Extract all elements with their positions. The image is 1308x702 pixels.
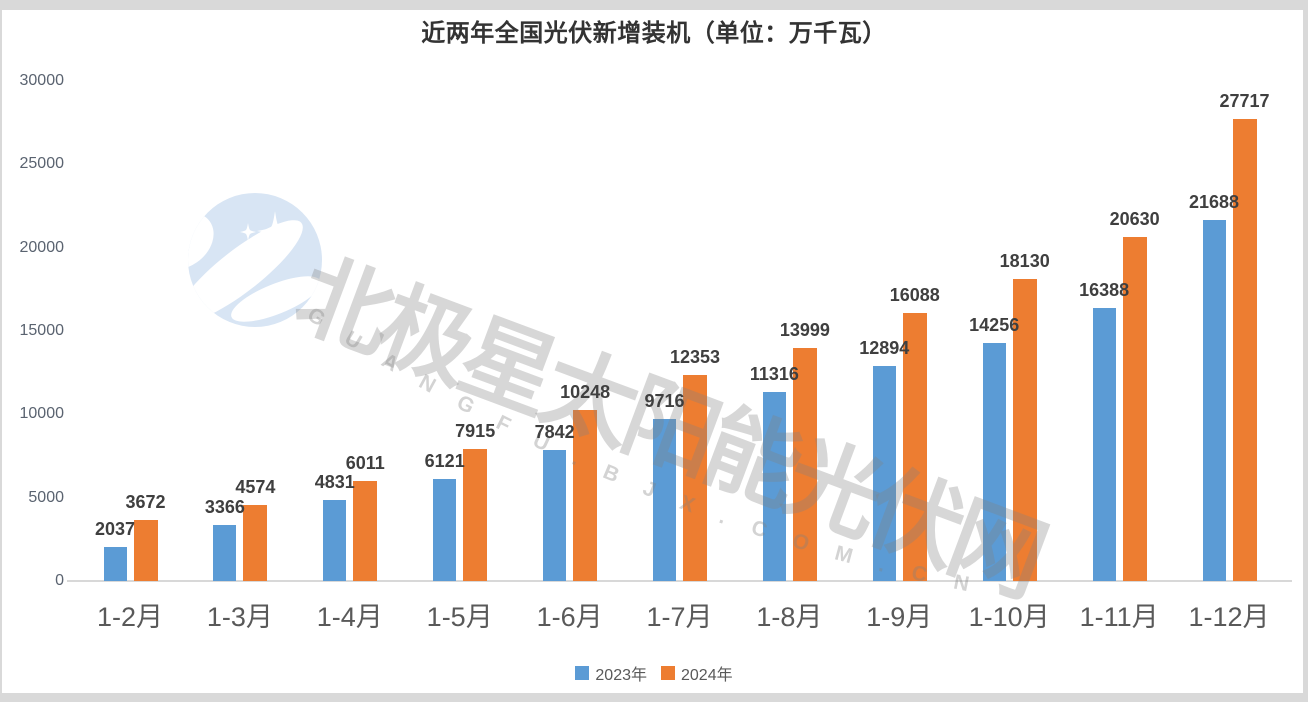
y-axis-tick-label: 0 <box>55 572 64 589</box>
bar-2023年 <box>982 343 1006 581</box>
chart-legend: 2023年 2024年 <box>0 661 1308 685</box>
bar-2023年 <box>762 392 786 581</box>
value-label-2024年: 18130 <box>999 250 1050 271</box>
bjx-polar-star-logo-icon <box>188 193 322 327</box>
y-axis-tick-label: 20000 <box>19 238 65 256</box>
value-label-2024年: 27717 <box>1219 91 1270 112</box>
legend-label: 2023年 <box>595 667 647 684</box>
bar-2023年 <box>433 478 457 581</box>
value-label-2023年: 21688 <box>1188 191 1240 212</box>
bar-2024年 <box>1012 278 1037 581</box>
legend-item-2024年: 2024年 <box>661 661 733 685</box>
value-label-2023年: 2037 <box>94 519 136 540</box>
x-axis-category-label: 1-9月 <box>866 602 933 632</box>
value-label-2023年: 7842 <box>534 422 575 443</box>
value-label-2023年: 11316 <box>749 364 799 385</box>
value-label-2024年: 7915 <box>455 421 496 442</box>
value-label-2024年: 6011 <box>345 452 385 473</box>
bar-2023年 <box>213 524 237 581</box>
x-axis-category-label: 1-7月 <box>646 602 713 632</box>
bar-2024年 <box>1232 119 1257 581</box>
x-axis-category-label: 1-11月 <box>1079 602 1159 632</box>
x-axis-category-label: 1-10月 <box>968 602 1050 632</box>
value-label-2023年: 12894 <box>859 338 910 359</box>
legend-label: 2024年 <box>681 667 733 684</box>
bar-2023年 <box>323 500 347 581</box>
value-label-2024年: 4574 <box>235 476 276 497</box>
legend-swatch <box>575 666 590 680</box>
x-axis-baseline <box>67 580 1292 582</box>
bar-2023年 <box>543 450 567 581</box>
bar-2024年 <box>1122 237 1147 581</box>
value-label-2023年: 16388 <box>1079 279 1130 300</box>
value-label-2024年: 12353 <box>669 347 721 368</box>
y-axis-tick-label: 15000 <box>19 322 65 339</box>
legend-swatch <box>661 666 675 680</box>
y-axis-tick-label: 5000 <box>28 488 64 506</box>
bar-2023年 <box>1092 307 1116 581</box>
bar-2023年 <box>103 547 127 581</box>
x-axis-category-label: 1-6月 <box>536 602 603 632</box>
legend-item-2023年: 2023年 <box>575 661 647 685</box>
x-axis-category-label: 1-3月 <box>206 602 273 632</box>
x-axis-category-label: 1-5月 <box>426 602 493 632</box>
value-label-2024年: 10248 <box>560 382 611 403</box>
bar-2024年 <box>463 449 488 581</box>
value-label-2024年: 20630 <box>1109 209 1160 230</box>
value-label-2023年: 6121 <box>424 450 465 471</box>
chart-title: 近两年全国光伏新增装机（单位：万千瓦） <box>421 20 887 47</box>
x-axis-category-label: 1-4月 <box>316 602 383 632</box>
bar-2024年 <box>243 504 268 581</box>
bar-2024年 <box>792 347 817 581</box>
x-axis-category-label: 1-12月 <box>1188 602 1270 632</box>
bar-2024年 <box>353 480 378 581</box>
bar-2024年 <box>573 410 598 581</box>
y-axis-tick-label: 30000 <box>19 72 65 89</box>
bar-2024年 <box>683 375 707 581</box>
bar-2023年 <box>1202 219 1226 581</box>
value-label-2023年: 3366 <box>204 496 245 517</box>
bar-2023年 <box>872 366 896 581</box>
y-axis-tick-label: 10000 <box>19 405 65 423</box>
value-label-2023年: 9716 <box>644 391 685 412</box>
bar-2024年 <box>133 519 158 581</box>
value-label-2024年: 3672 <box>125 491 166 512</box>
value-label-2024年: 16088 <box>889 284 940 305</box>
value-label-2023年: 4831 <box>314 472 355 493</box>
value-label-2023年: 14256 <box>969 315 1020 336</box>
x-axis-category-label: 1-2月 <box>96 602 164 632</box>
bar-2024年 <box>902 312 927 581</box>
y-axis-tick-label: 25000 <box>19 155 65 173</box>
bar-2023年 <box>653 419 676 581</box>
x-axis-category-label: 1-8月 <box>756 602 823 632</box>
value-label-2024年: 13999 <box>779 319 830 340</box>
